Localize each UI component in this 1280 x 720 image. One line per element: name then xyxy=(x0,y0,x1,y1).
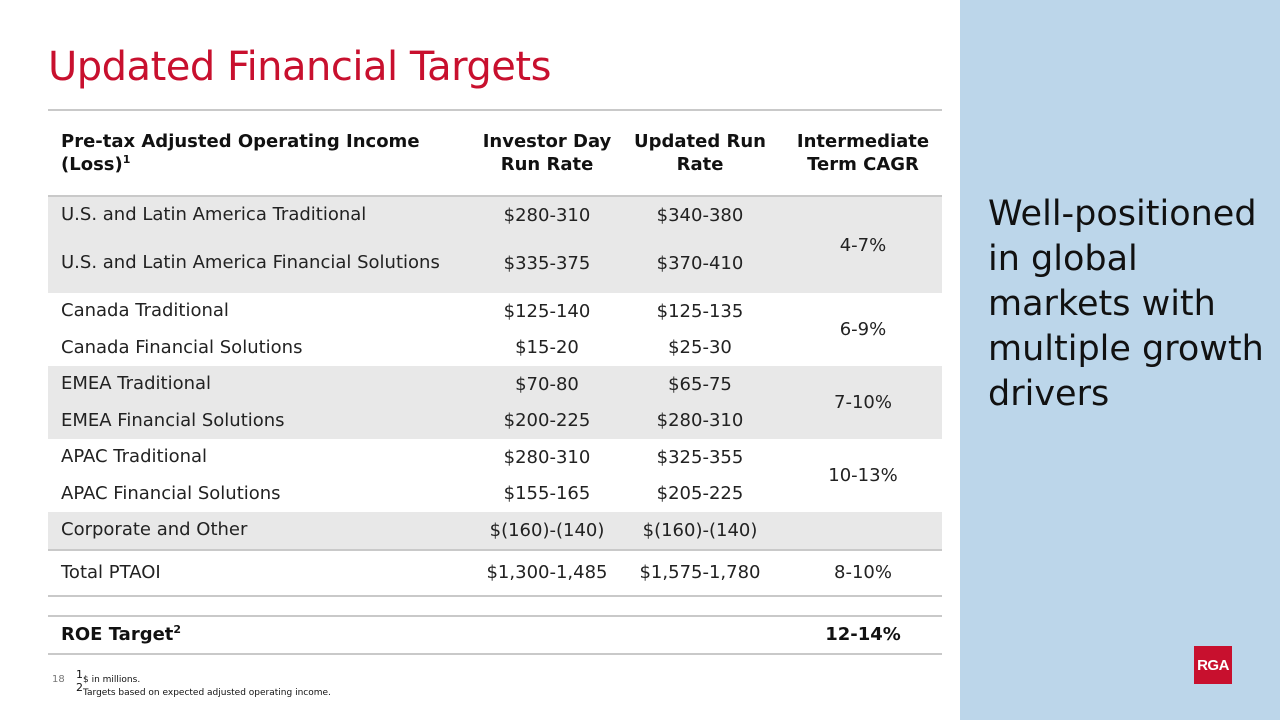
row-segment: Canada Financial Solutions xyxy=(61,336,303,358)
row-updated: $25-30 xyxy=(668,337,732,359)
roe-footnote-marker: 2 xyxy=(173,623,182,636)
table-row: APAC Financial Solutions $155-165 $205-225 xyxy=(48,476,942,513)
header-footnote-marker: 1 xyxy=(122,153,131,166)
row-segment: U.S. and Latin America Traditional xyxy=(61,204,367,225)
row-investor-day: $(160)-(140) xyxy=(489,519,605,541)
row-updated: $125-135 xyxy=(656,300,744,322)
total-updated: $1,575-1,780 xyxy=(639,562,761,583)
row-investor-day: $155-165 xyxy=(503,483,591,505)
row-updated: $325-355 xyxy=(656,446,744,468)
header-updated: Updated Run Rate xyxy=(634,131,766,175)
row-investor-day: $280-310 xyxy=(503,204,591,226)
roe-row: ROE Target2 12-14% xyxy=(48,614,942,655)
table-row: APAC Traditional $280-310 $325-355 xyxy=(48,439,942,476)
financial-targets-table: Pre-tax Adjusted Operating Income (Loss)… xyxy=(48,109,942,655)
page-number: 18 xyxy=(52,674,65,685)
row-investor-day: $200-225 xyxy=(503,410,591,432)
row-updated: $65-75 xyxy=(668,373,732,395)
row-group: Corporate and Other $(160)-(140) $(160)-(1… xyxy=(48,512,942,549)
table-row: EMEA Traditional $70-80 $65-75 xyxy=(48,366,942,403)
side-panel-text: Well-positioned in global markets with m… xyxy=(988,194,1264,414)
row-investor-day: $280-310 xyxy=(503,446,591,468)
total-row: Total PTAOI $1,300-1,485 $1,575-1,780 8-… xyxy=(48,548,942,597)
table-header-row: Pre-tax Adjusted Operating Income (Loss)… xyxy=(48,111,942,197)
slide-title: Updated Financial Targets xyxy=(48,44,551,90)
side-panel: Well-positioned in global markets with m… xyxy=(960,0,1280,720)
footnote-2-text: Targets based on expected adjusted opera… xyxy=(83,688,331,698)
row-segment: APAC Traditional xyxy=(61,446,208,468)
row-segment: EMEA Traditional xyxy=(61,373,212,395)
total-investor-day: $1,300-1,485 xyxy=(486,562,608,583)
rga-logo: RGA xyxy=(1194,646,1232,684)
row-group-cagr xyxy=(784,512,942,549)
footnotes: 1$ in millions. 2Targets based on expect… xyxy=(76,669,331,700)
row-segment: EMEA Financial Solutions xyxy=(61,409,285,431)
row-group-cagr: 4-7% xyxy=(839,234,887,256)
row-group: APAC Traditional $280-310 $325-355 APAC Fin… xyxy=(48,439,942,512)
table-row: U.S. and Latin America Financial Solutio… xyxy=(48,233,942,293)
row-segment: APAC Financial Solutions xyxy=(61,482,281,504)
table-row: EMEA Financial Solutions $200-225 $280-310 xyxy=(48,403,942,440)
footnote-1: 1$ in millions. xyxy=(76,669,331,687)
table-row: Canada Traditional $125-140 $125-135 xyxy=(48,293,942,330)
table-row: U.S. and Latin America Traditional $280-3… xyxy=(48,197,942,233)
row-updated: $205-225 xyxy=(656,483,744,505)
header-cagr: Intermediate Term CAGR xyxy=(796,131,930,175)
row-group: EMEA Traditional $70-80 $65-75 EMEA Financi… xyxy=(48,366,942,439)
row-group-cagr: 10-13% xyxy=(828,465,898,486)
roe-label: ROE Target xyxy=(61,624,174,645)
roe-value: 12-14% xyxy=(825,624,901,645)
row-updated: $340-380 xyxy=(656,204,744,226)
table-body: U.S. and Latin America Traditional $280-3… xyxy=(48,197,942,549)
footnote-1-marker: 1 xyxy=(76,668,83,681)
roe-label-cell: ROE Target2 xyxy=(48,624,478,645)
row-updated: $370-410 xyxy=(656,252,744,274)
footnote-2-marker: 2 xyxy=(76,681,83,694)
row-investor-day: $15-20 xyxy=(515,337,579,359)
total-label: Total PTAOI xyxy=(61,562,161,583)
row-updated: $280-310 xyxy=(656,410,744,432)
row-segment: Corporate and Other xyxy=(61,519,248,541)
row-segment: Canada Traditional xyxy=(61,300,229,322)
table-top-rule xyxy=(48,109,942,111)
total-cagr: 8-10% xyxy=(834,562,892,583)
header-investor-day: Investor Day Run Rate xyxy=(482,131,612,175)
row-investor-day: $70-80 xyxy=(515,373,579,395)
row-investor-day: $125-140 xyxy=(503,300,591,322)
row-segment: U.S. and Latin America Financial Solutio… xyxy=(61,252,440,273)
row-group-cagr: 7-10% xyxy=(834,392,892,413)
row-updated: $(160)-(140) xyxy=(642,519,758,541)
row-investor-day: $335-375 xyxy=(503,252,591,274)
row-group: U.S. and Latin America Traditional $280-3… xyxy=(48,197,942,293)
header-segment: Pre-tax Adjusted Operating Income (Loss)… xyxy=(48,130,478,176)
table-row: Corporate and Other $(160)-(140) $(160)-(1… xyxy=(48,512,942,549)
row-group-cagr: 6-9% xyxy=(839,319,887,340)
table-row: Canada Financial Solutions $15-20 $25-30 xyxy=(48,330,942,367)
footnote-2: 2Targets based on expected adjusted oper… xyxy=(76,682,331,700)
footnote-1-text: $ in millions. xyxy=(83,675,141,685)
header-segment-label: Pre-tax Adjusted Operating Income (Loss) xyxy=(61,131,420,175)
row-group: Canada Traditional $125-140 $125-135 Canada… xyxy=(48,293,942,366)
